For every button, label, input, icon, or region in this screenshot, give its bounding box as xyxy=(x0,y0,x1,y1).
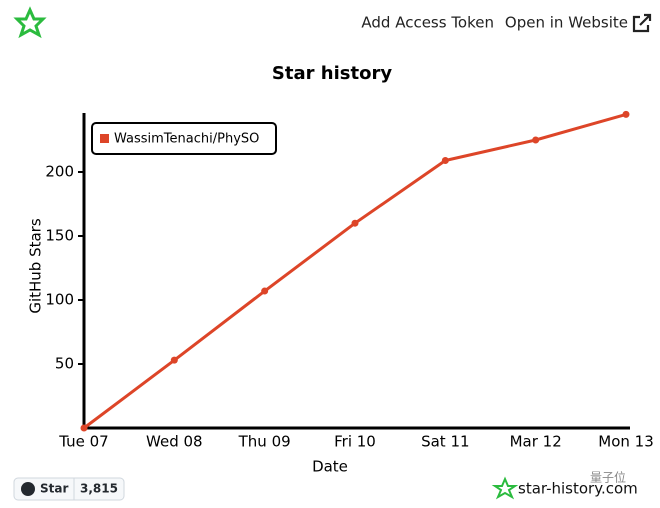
logo[interactable] xyxy=(13,6,47,39)
x-tick-label: Mar 12 xyxy=(510,433,562,451)
legend-swatch xyxy=(100,134,109,143)
x-tick-label: Thu 09 xyxy=(238,433,291,451)
icon-box xyxy=(632,15,650,33)
button-frame xyxy=(13,477,125,501)
x-axis-label: Date xyxy=(312,458,348,476)
icon-arrow xyxy=(639,13,652,26)
chart-title: Star history xyxy=(272,63,392,84)
point xyxy=(170,356,178,364)
external-icon[interactable] xyxy=(632,13,652,33)
point xyxy=(622,110,630,118)
x-tick-label: Sat 11 xyxy=(421,433,469,451)
github-icon xyxy=(21,482,35,496)
point xyxy=(261,287,269,295)
star-label: Star xyxy=(40,482,68,496)
legend: WassimTenachi/PhySO xyxy=(91,122,277,155)
github-star-button[interactable]: Star 3,815 xyxy=(13,477,125,501)
point xyxy=(532,136,540,144)
point xyxy=(441,156,449,164)
legend-label: WassimTenachi/PhySO xyxy=(114,132,259,147)
x-tick-label: Wed 08 xyxy=(146,433,203,451)
y-axis-label: GitHub Stars xyxy=(27,218,45,314)
y-tick-label: 100 xyxy=(45,291,74,309)
brand-logo xyxy=(491,476,519,500)
legend-box xyxy=(91,122,277,155)
watermark: 量子位 xyxy=(590,470,626,485)
brand-text[interactable]: star-history.com xyxy=(518,480,638,498)
add-token-link[interactable]: Add Access Token xyxy=(361,14,494,32)
point xyxy=(80,424,88,432)
star-count: 3,815 xyxy=(80,482,118,496)
x-tick-label: Tue 07 xyxy=(58,433,108,451)
open-website-link[interactable]: Open in Website xyxy=(505,14,628,32)
series-line xyxy=(83,112,627,430)
y-tick-label: 150 xyxy=(45,227,74,245)
x-tick-label: Mon 13 xyxy=(598,433,653,451)
logo-star xyxy=(13,6,47,39)
x-tick-label: Fri 10 xyxy=(334,433,376,451)
y-tick-label: 50 xyxy=(55,355,74,373)
y-tick-label: 200 xyxy=(45,163,74,181)
point xyxy=(351,219,359,227)
